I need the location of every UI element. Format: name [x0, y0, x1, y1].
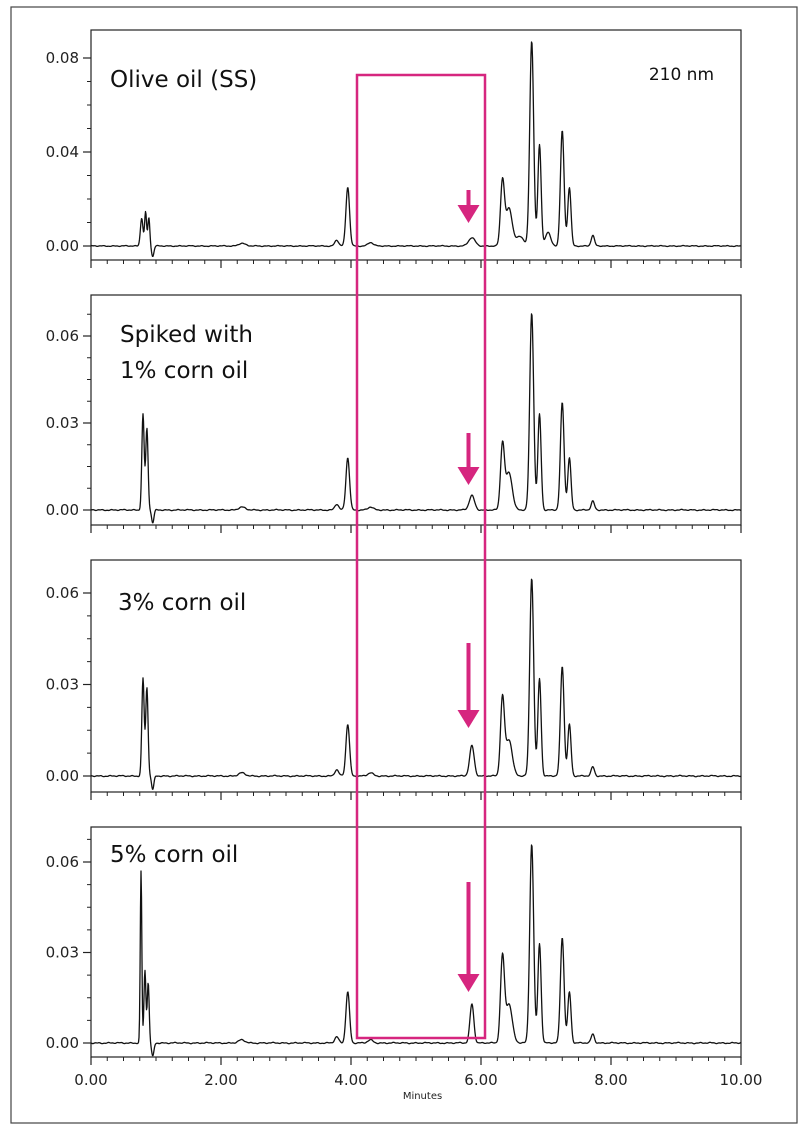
arrow-icon	[457, 190, 480, 223]
x-tick-label: 0.00	[74, 1071, 107, 1089]
panel-label: 5% corn oil	[110, 842, 238, 868]
y-tick-label: 0.03	[46, 676, 79, 694]
chromatogram-trace	[90, 578, 742, 790]
y-tick-label: 0.06	[46, 853, 79, 871]
figure-border	[10, 6, 798, 1124]
chart-panel-3: 0.00 0.03 0.06 3% corn oil	[46, 559, 742, 800]
x-tick-label: 2.00	[204, 1071, 237, 1089]
y-tick-label: 0.08	[46, 49, 79, 67]
x-tick-label: 8.00	[594, 1071, 627, 1089]
x-axis-title: Minutes	[403, 1091, 442, 1102]
y-tick-label: 0.00	[46, 501, 79, 519]
chart-panel-4: 0.00 0.03 0.06 5% corn oil 0.00 2.00 4.00 6.00 8…	[46, 826, 763, 1102]
plot-frame	[90, 29, 742, 261]
panel-label: Olive oil (SS)	[110, 67, 257, 93]
highlight-window	[355, 73, 487, 1040]
x-tick-label: 4.00	[334, 1071, 367, 1089]
chromatogram-trace	[90, 41, 742, 258]
chromatogram-trace	[90, 313, 742, 524]
chromatogram-trace	[90, 844, 742, 1057]
arrow-icon	[457, 882, 480, 992]
arrow-icon	[457, 433, 480, 485]
y-tick-label: 0.03	[46, 414, 79, 432]
y-tick-label: 0.03	[46, 944, 79, 962]
y-tick-label: 0.06	[46, 584, 79, 602]
panel-label: Spiked with	[120, 322, 253, 348]
y-tick-label: 0.06	[46, 327, 79, 345]
y-tick-label: 0.04	[46, 143, 79, 161]
chart-panels: 0.00 0.04 0.08 Olive oil (SS) 210 nm 0.00 0.03…	[46, 29, 763, 1102]
highlight-overlay	[355, 73, 487, 1040]
y-tick-label: 0.00	[46, 1034, 79, 1052]
panel-label: 3% corn oil	[118, 590, 246, 616]
arrow-icon	[457, 643, 480, 728]
wavelength-annotation: 210 nm	[649, 65, 714, 85]
y-tick-label: 0.00	[46, 767, 79, 785]
chart-panel-2: 0.00 0.03 0.06 Spiked with 1% corn oil	[46, 294, 742, 533]
x-tick-label: 6.00	[464, 1071, 497, 1089]
y-tick-label: 0.00	[46, 237, 79, 255]
panel-label: 1% corn oil	[120, 358, 248, 384]
chart-panel-1: 0.00 0.04 0.08 Olive oil (SS) 210 nm	[46, 29, 742, 268]
x-tick-label: 10.00	[720, 1071, 763, 1089]
